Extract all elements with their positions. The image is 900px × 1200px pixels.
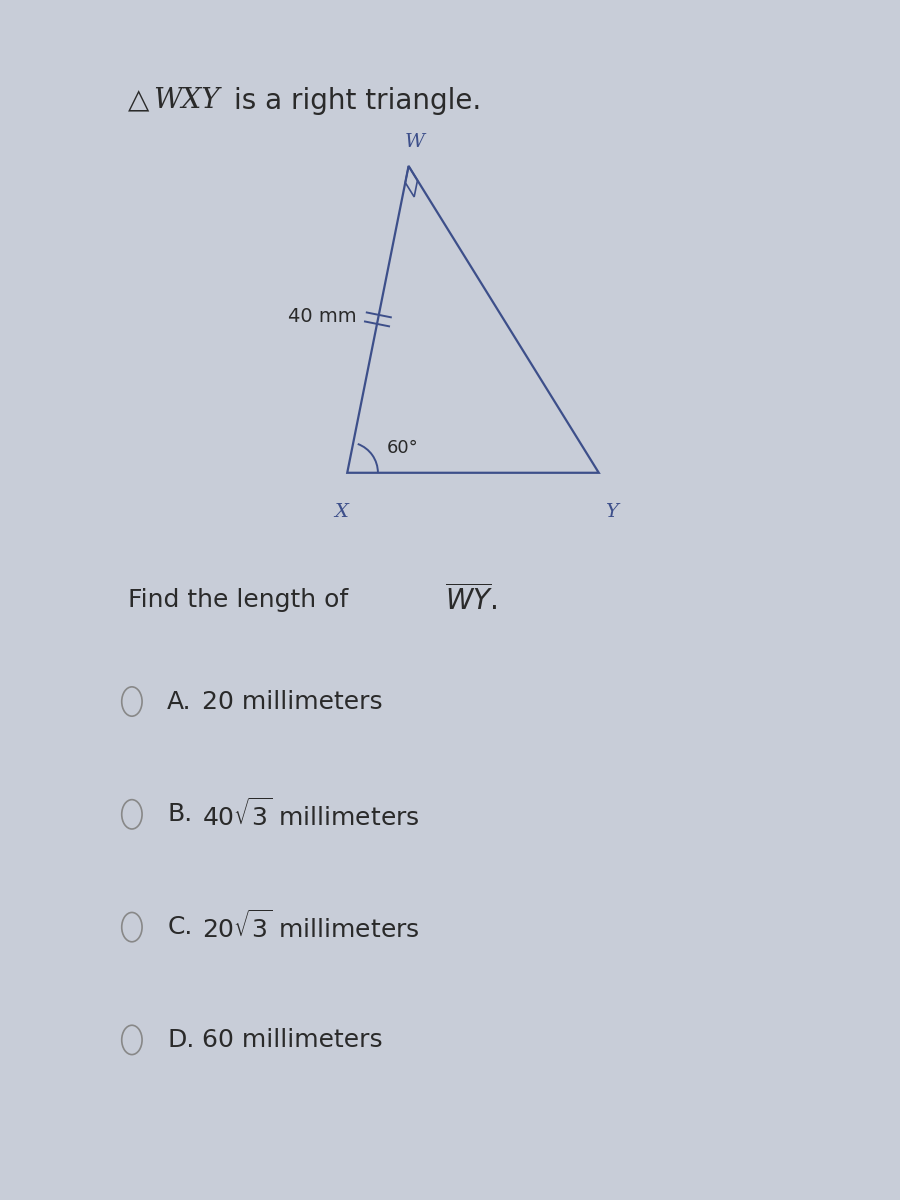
Text: $\overline{\mathit{WY}}$.: $\overline{\mathit{WY}}$.: [446, 584, 498, 616]
Text: X: X: [334, 504, 348, 522]
Text: △: △: [128, 86, 149, 115]
Text: D.: D.: [167, 1028, 194, 1052]
Text: Find the length of: Find the length of: [128, 588, 356, 612]
Text: A.: A.: [167, 690, 192, 714]
Text: 60 millimeters: 60 millimeters: [202, 1028, 383, 1052]
Text: Y: Y: [605, 504, 617, 522]
Text: B.: B.: [167, 803, 193, 827]
Text: WXY: WXY: [153, 86, 220, 114]
Text: is a right triangle.: is a right triangle.: [234, 86, 481, 115]
Text: W: W: [405, 133, 425, 151]
Text: C.: C.: [167, 916, 193, 940]
Text: 40 mm: 40 mm: [288, 307, 356, 326]
Text: 60°: 60°: [387, 439, 418, 457]
Text: $20\sqrt{3}$ millimeters: $20\sqrt{3}$ millimeters: [202, 911, 420, 943]
Text: $40\sqrt{3}$ millimeters: $40\sqrt{3}$ millimeters: [202, 798, 420, 830]
Text: 20 millimeters: 20 millimeters: [202, 690, 383, 714]
